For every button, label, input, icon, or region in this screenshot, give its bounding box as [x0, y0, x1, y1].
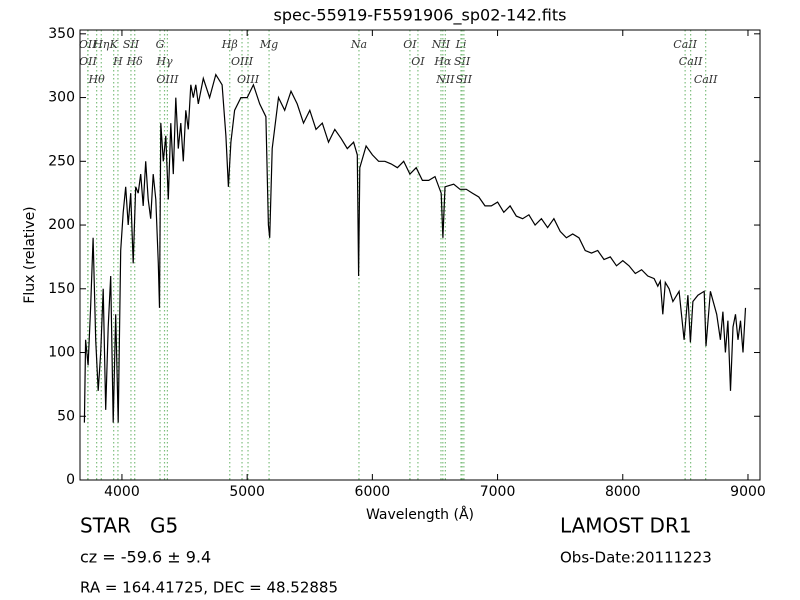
- spectral-line-label: NII: [435, 73, 455, 86]
- spectral-line-label: G: [156, 38, 165, 51]
- x-tick-label: 6000: [355, 484, 391, 500]
- spectral-line-label: OI: [403, 38, 417, 51]
- spectral-line-label: Li: [455, 38, 467, 51]
- spectral-line-label: CaII: [673, 38, 697, 51]
- spectral-line-label: NII: [431, 38, 451, 51]
- spectral-line-label: OI: [411, 55, 425, 68]
- spectral-line-label: Hδ: [126, 55, 144, 68]
- spectral-line-label: K: [109, 38, 119, 51]
- spectral-line-label: Hα: [433, 55, 452, 68]
- x-tick-label: 4000: [104, 484, 140, 500]
- spectral-line-label: Hβ: [221, 38, 238, 51]
- spectral-line-label: OIII: [156, 73, 179, 86]
- spectral-line-label: OIII: [231, 55, 254, 68]
- plot-frame: [79, 29, 761, 481]
- spectral-line-label: OIII: [237, 73, 260, 86]
- coordinates: RA = 164.41725, DEC = 48.52885: [80, 579, 338, 597]
- spectral-line-label: Hθ: [88, 73, 106, 86]
- spectral-line-label: Hγ: [155, 55, 173, 68]
- obs-date: Obs-Date:20111223: [560, 549, 712, 567]
- spectral-line-label: SII: [454, 55, 471, 68]
- redshift: cz = -59.6 ± 9.4: [80, 548, 211, 567]
- y-tick-label: 300: [48, 90, 75, 106]
- spectral-line-label: H: [112, 55, 123, 68]
- y-tick-label: 150: [48, 281, 75, 297]
- spectral-line-label: Hη: [92, 38, 110, 51]
- y-tick-label: 100: [48, 345, 75, 361]
- x-tick-label: 8000: [605, 484, 641, 500]
- spectral-line-label: CaII: [694, 73, 718, 86]
- y-tick-label: 350: [48, 26, 75, 42]
- spectral-line-label: CaII: [679, 55, 703, 68]
- x-tick-label: 5000: [229, 484, 265, 500]
- spectrum-line: [83, 73, 747, 423]
- spectral-line-label: OII: [79, 38, 97, 51]
- spectral-line-label: Mg: [259, 38, 278, 51]
- spectral-line-label: SII: [456, 73, 473, 86]
- survey: LAMOST DR1: [560, 514, 692, 538]
- y-axis-label: Flux (relative): [22, 206, 38, 303]
- y-tick-label: 0: [66, 472, 75, 488]
- object-type: STAR G5: [80, 514, 178, 538]
- chart-title: spec-55919-F5591906_sp02-142.fits: [274, 6, 567, 26]
- spectral-line-label: Na: [350, 38, 367, 51]
- x-axis-label: Wavelength (Å): [366, 506, 474, 523]
- x-tick-label: 9000: [730, 484, 766, 500]
- spectral-line-label: OII: [79, 55, 97, 68]
- x-tick-label: 7000: [480, 484, 516, 500]
- y-tick-label: 250: [48, 153, 75, 169]
- y-tick-label: 200: [48, 217, 75, 233]
- spectral-line-label: SII: [123, 38, 140, 51]
- y-tick-label: 50: [57, 408, 75, 424]
